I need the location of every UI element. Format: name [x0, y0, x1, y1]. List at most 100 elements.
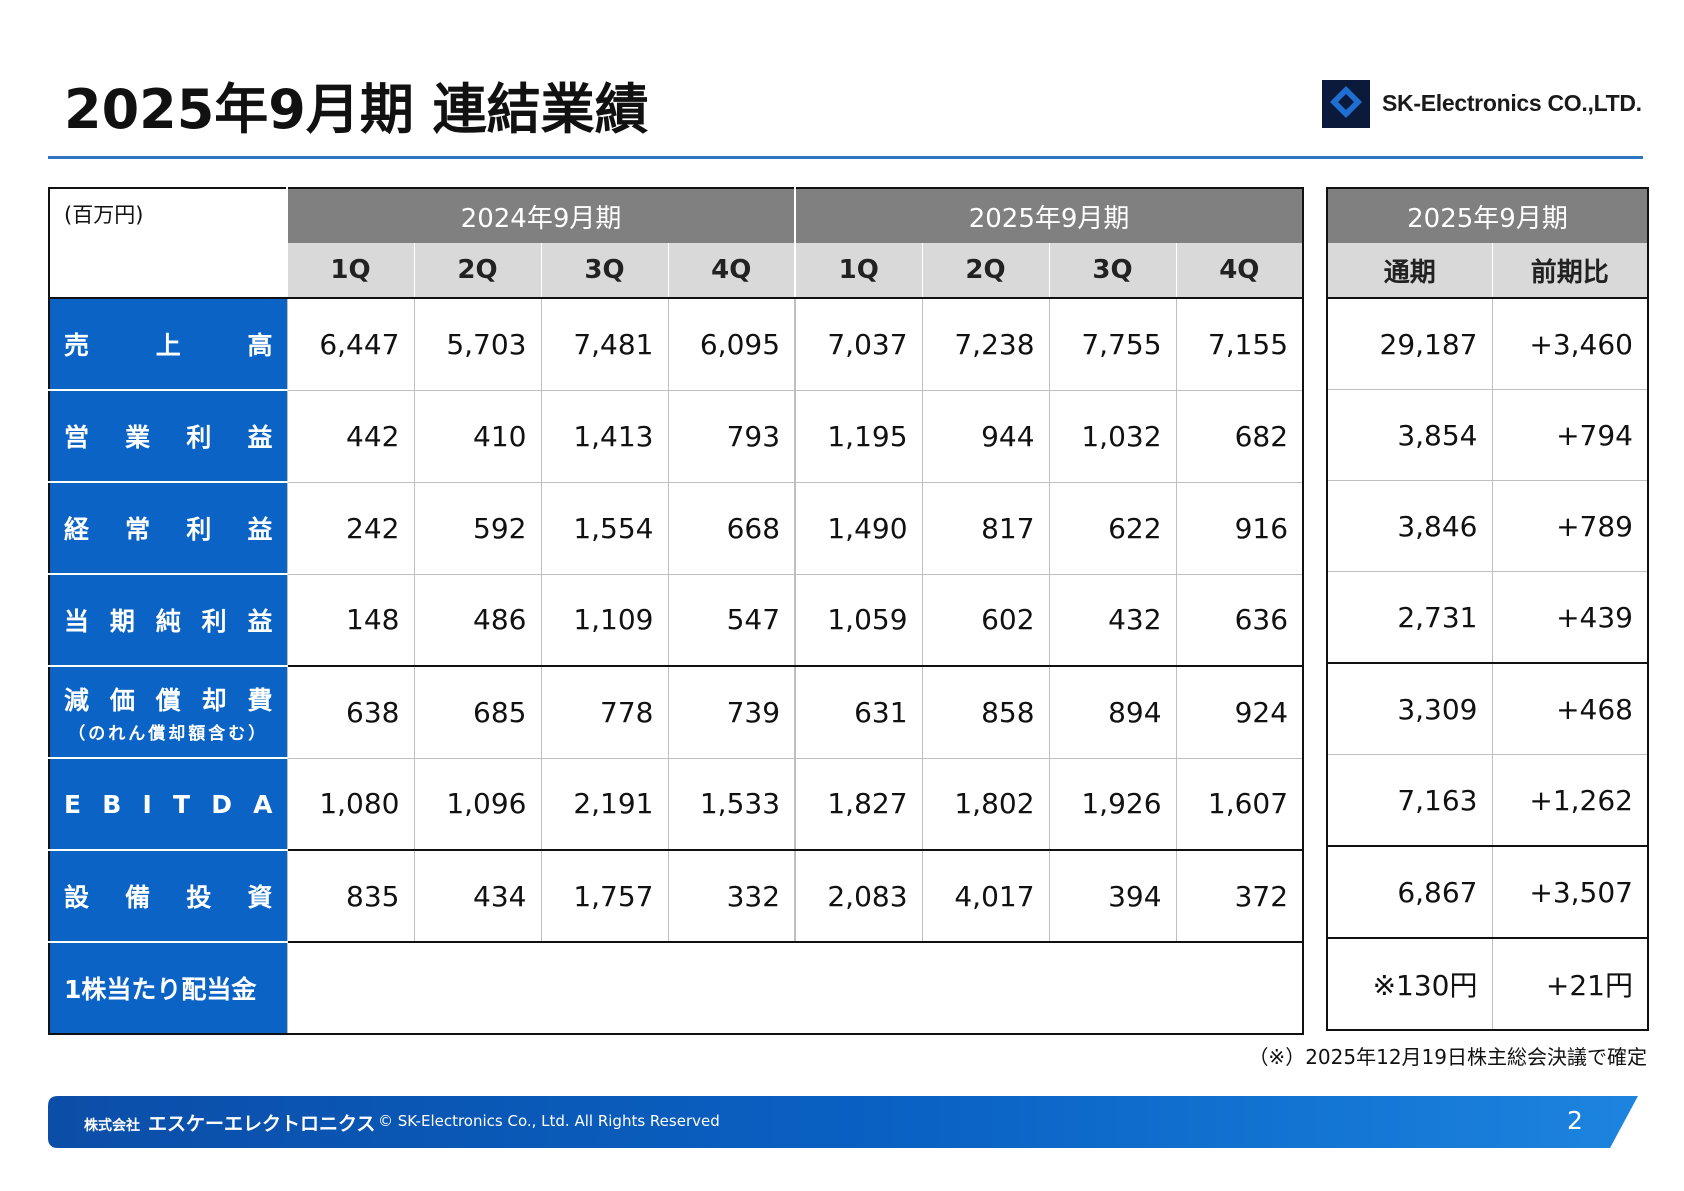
quarter-value-cell: 1,109	[540, 574, 668, 667]
quarter-value-cell: 668	[667, 482, 796, 575]
table-row: 1株当たり配当金	[49, 942, 1304, 1034]
quarterly-results-table: (百万円) 2024年9月期 2025年9月期 1Q 2Q 3Q 4Q 1Q 2…	[48, 187, 1305, 1035]
row-label-char: 利	[201, 607, 227, 636]
row-label-char: D	[211, 789, 232, 819]
quarter-value-cell: 1,607	[1175, 758, 1304, 851]
quarter-value-cell: 858	[921, 666, 1050, 759]
row-label-char: 益	[247, 423, 273, 452]
quarter-header: 4Q	[667, 243, 796, 299]
row-label-char: 高	[247, 331, 273, 360]
footer-company: 株式会社 エスケーエレクトロニクス	[84, 1109, 375, 1136]
full-year-value-cell: 2,731	[1327, 571, 1492, 664]
row-label-char: 利	[186, 515, 212, 544]
row-label-char: 利	[186, 423, 212, 452]
quarter-header: 3Q	[540, 243, 668, 299]
quarter-value-cell: 1,032	[1048, 390, 1177, 483]
quarter-value-cell: 631	[794, 666, 923, 759]
row-label-char: 償	[155, 685, 181, 715]
quarter-value-cell: 1,533	[667, 758, 796, 851]
table-row: 3,846 +789	[1327, 480, 1648, 572]
quarter-value-cell: 739	[667, 666, 796, 759]
quarter-value-cell: 394	[1048, 850, 1177, 943]
table-row: 減価償却費 （のれん償却額含む） 638 685 778 739 631 858 894 924	[49, 666, 1304, 759]
logo-mark-icon	[1322, 80, 1370, 128]
page-title: 2025年9月期 連結業績	[64, 78, 649, 141]
table-row: 3,309 +468	[1327, 663, 1648, 755]
quarter-value-cell: 1,827	[794, 758, 923, 851]
quarter-value-cell: 916	[1175, 482, 1304, 575]
yoy-value-cell: +3,507	[1491, 846, 1648, 939]
quarter-value-cell: 7,155	[1175, 298, 1304, 391]
group-header-fy2024: 2024年9月期	[285, 188, 796, 243]
empty-quarter-cells	[286, 942, 1304, 1034]
row-label-char: 益	[247, 515, 273, 544]
quarter-value-cell: 1,802	[921, 758, 1050, 851]
row-label-char: 当	[64, 607, 90, 636]
quarter-value-cell: 592	[413, 482, 541, 575]
row-label-char: 資	[247, 883, 273, 912]
full-year-value-cell: 3,846	[1327, 480, 1492, 572]
quarter-header: 1Q	[794, 243, 923, 299]
quarter-value-cell: 636	[1175, 574, 1304, 667]
full-year-value-cell: 29,187	[1327, 298, 1492, 390]
row-label-char: E	[64, 789, 82, 819]
quarter-value-cell: 817	[921, 482, 1050, 575]
quarter-value-cell: 894	[1048, 666, 1177, 759]
table-row: 3,854 +794	[1327, 389, 1648, 481]
yoy-value-cell: +1,262	[1491, 754, 1648, 847]
quarter-value-cell: 486	[413, 574, 541, 667]
row-label-char: 営	[64, 423, 90, 452]
quarter-value-cell: 7,755	[1048, 298, 1177, 391]
logo-text: SK-Electronics CO.,LTD.	[1382, 90, 1642, 116]
row-label-char: 経	[64, 515, 90, 544]
quarter-value-cell: 1,554	[540, 482, 668, 575]
footer-company-name: エスケーエレクトロニクス	[148, 1113, 376, 1135]
page-number: 2	[1567, 1106, 1583, 1135]
full-year-table: 2025年9月期 通期 前期比 29,187 +3,460 3,854 +794 3,8…	[1326, 187, 1649, 1031]
full-year-value-cell: 7,163	[1327, 754, 1492, 847]
row-label: 設備投資	[49, 850, 287, 943]
quarter-header: 3Q	[1048, 243, 1177, 299]
table-row: E B I T D A 1,080 1,096 2,191 1,533 1,827 1,802 1,92…	[49, 758, 1304, 851]
full-year-value-cell: 3,854	[1327, 389, 1492, 481]
row-label: 当期純利益	[49, 574, 287, 667]
row-label-char: 常	[125, 515, 151, 544]
row-label: 売上高	[49, 298, 287, 391]
table-row: 当期純利益 148 486 1,109 547 1,059 602 432 636	[49, 574, 1304, 667]
row-label: 減価償却費 （のれん償却額含む）	[49, 666, 287, 759]
quarter-value-cell: 1,080	[286, 758, 414, 851]
quarter-value-cell: 7,238	[921, 298, 1050, 391]
quarter-value-cell: 442	[286, 390, 414, 483]
footer-copyright: © SK-Electronics Co., Ltd. All Rights Re…	[378, 1112, 720, 1130]
footer-background	[48, 1096, 1638, 1148]
quarter-value-cell: 4,017	[921, 850, 1050, 943]
company-logo: SK-Electronics CO.,LTD.	[1322, 80, 1642, 132]
table-row: 売 上 高 6,447 5,703 7,481 6,095 7,037 7,238 7,755 7,…	[49, 298, 1304, 391]
table-row: 経 常 利 益 242 592 1,554 668 1,490 817 622 916	[49, 482, 1304, 575]
quarter-value-cell: 638	[286, 666, 414, 759]
row-label-char: 設	[64, 883, 90, 912]
quarter-header: 2Q	[413, 243, 541, 299]
quarter-value-cell: 1,413	[540, 390, 668, 483]
row-label-char: 益	[247, 607, 273, 636]
row-label-char: T	[172, 789, 191, 819]
quarter-value-cell: 2,191	[540, 758, 668, 851]
row-label: 経常利益	[49, 482, 287, 575]
table-row: ※130円 +21円	[1327, 938, 1648, 1030]
row-label-char: 減	[64, 685, 90, 715]
quarter-value-cell: 924	[1175, 666, 1304, 759]
title-divider	[48, 156, 1643, 159]
row-label-char: 費	[247, 685, 273, 715]
group-header-fy2025: 2025年9月期	[794, 188, 1304, 243]
quarter-value-cell: 1,096	[413, 758, 541, 851]
quarter-value-cell: 148	[286, 574, 414, 667]
row-label-char: 備	[125, 883, 151, 912]
quarter-value-cell: 778	[540, 666, 668, 759]
yoy-value-cell: +794	[1491, 389, 1648, 481]
row-sublabel: （のれん償却額含む）	[68, 723, 269, 744]
group-header-full-year: 2025年9月期	[1327, 188, 1648, 243]
quarter-value-cell: 1,757	[540, 850, 668, 943]
yoy-value-cell: +439	[1491, 571, 1648, 664]
quarter-header: 1Q	[286, 243, 414, 299]
yoy-value-cell: +468	[1491, 663, 1648, 755]
